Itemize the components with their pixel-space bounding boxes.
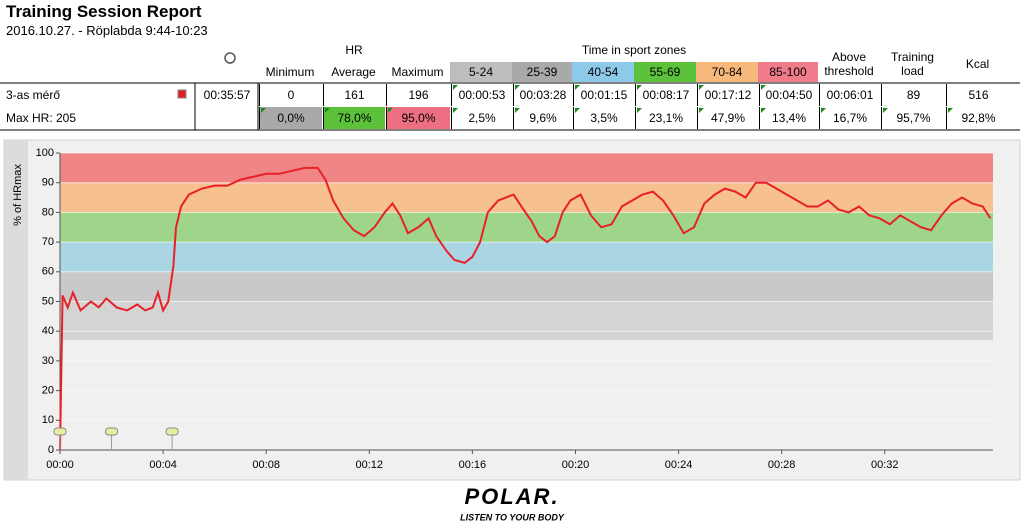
row-label: 3-as mérő — [6, 88, 61, 102]
lap-marker — [165, 427, 179, 436]
y-axis-label: % of HRmax — [12, 164, 24, 226]
table-cell: 95,7% — [881, 107, 945, 129]
table-cell: 0 — [259, 84, 322, 106]
table-cell: 00:08:17 — [635, 84, 696, 106]
table-cell: 00:06:01 — [819, 84, 880, 106]
column-header: 5-24 — [450, 62, 512, 82]
column-header: Average — [331, 65, 376, 79]
table-cell: 00:17:12 — [697, 84, 758, 106]
table-cell: 00:01:15 — [573, 84, 634, 106]
device-icon — [177, 89, 187, 99]
y-tick-label: 40 — [42, 325, 54, 337]
x-tick-label: 00:00 — [46, 459, 74, 471]
y-tick-label: 50 — [42, 295, 54, 307]
table-cell: 2,5% — [451, 107, 512, 129]
hr-line — [59, 166, 992, 451]
zone-band — [60, 153, 993, 183]
x-tick-label: 00:32 — [871, 459, 899, 471]
table-cell: 92,8% — [946, 107, 1010, 129]
y-tick-label: 10 — [42, 414, 54, 426]
x-tick-label: 00:12 — [356, 459, 384, 471]
x-tick-label: 00:24 — [665, 459, 693, 471]
zone-band — [60, 212, 993, 243]
table-cell: 47,9% — [697, 107, 758, 129]
table-cell: 13,4% — [759, 107, 818, 129]
lap-marker — [53, 427, 67, 436]
table-cell: 196 — [386, 84, 450, 106]
slogan: LISTEN TO YOUR BODY — [460, 512, 565, 522]
report-subtitle: 2016.10.27. - Röplabda 9:44-10:23 — [6, 23, 208, 38]
table-cell: 00:03:28 — [513, 84, 572, 106]
table-cell: 95,0% — [386, 107, 450, 129]
stopwatch-icon — [224, 52, 236, 64]
y-tick-label: 60 — [42, 266, 54, 278]
zone-band — [60, 182, 993, 213]
x-tick-label: 00:08 — [252, 459, 280, 471]
y-tick-label: 80 — [42, 206, 54, 218]
column-header: 85-100 — [758, 62, 818, 82]
table-cell: 78,0% — [323, 107, 385, 129]
lap-marker — [105, 427, 119, 436]
y-tick-label: 90 — [42, 177, 54, 189]
table-cell: 89 — [881, 84, 945, 106]
table-cell: 9,6% — [513, 107, 572, 129]
table-cell: 00:04:50 — [759, 84, 818, 106]
x-tick-label: 00:20 — [562, 459, 590, 471]
logo: POLAR. — [464, 484, 559, 509]
duration: 00:35:57 — [203, 88, 251, 102]
axis-strip — [4, 140, 28, 480]
row-label: Max HR: 205 — [6, 111, 77, 125]
table-cell: 516 — [946, 84, 1010, 106]
column-header: 40-54 — [572, 62, 634, 82]
y-tick-label: 70 — [42, 236, 54, 248]
column-header: Training load — [891, 50, 934, 78]
zone-band — [60, 301, 993, 341]
column-header: 25-39 — [512, 62, 572, 82]
column-header: Minimum — [265, 65, 315, 79]
y-tick-label: 100 — [36, 147, 54, 159]
group-header: HR — [345, 43, 363, 57]
table-cell: 00:00:53 — [451, 84, 512, 106]
column-header: Above threshold — [824, 50, 874, 78]
x-tick-label: 00:16 — [459, 459, 487, 471]
table-cell: 23,1% — [635, 107, 696, 129]
table-cell: 16,7% — [819, 107, 880, 129]
y-tick-label: 0 — [48, 444, 54, 456]
table-cell: 3,5% — [573, 107, 634, 129]
column-header: Maximum — [391, 65, 444, 79]
column-header: Kcal — [965, 57, 990, 71]
y-tick-label: 20 — [42, 385, 54, 397]
zone-band — [60, 271, 993, 302]
report-title: Training Session Report — [6, 2, 202, 21]
group-header: Time in sport zones — [581, 43, 687, 57]
column-header: 55-69 — [634, 62, 696, 82]
table-cell: 161 — [323, 84, 385, 106]
column-header: 70-84 — [696, 62, 758, 82]
table-cell: 0,0% — [259, 107, 322, 129]
x-tick-label: 00:28 — [768, 459, 796, 471]
zone-band — [60, 242, 993, 272]
x-tick-label: 00:04 — [149, 459, 177, 471]
y-tick-label: 30 — [42, 355, 54, 367]
